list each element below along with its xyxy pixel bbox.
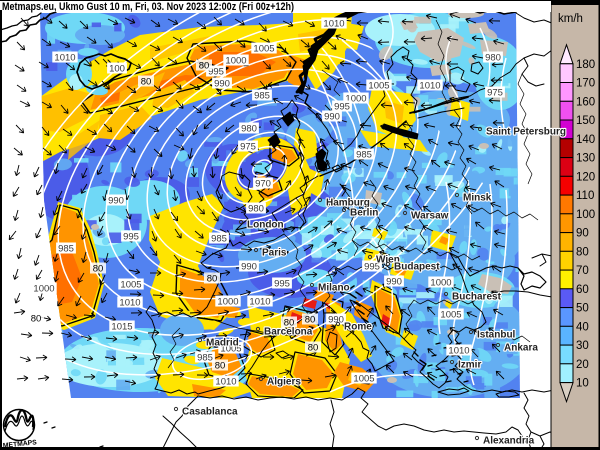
svg-text:180: 180 xyxy=(576,59,595,71)
svg-text:Saint Petersburg: Saint Petersburg xyxy=(486,127,566,138)
svg-text:980: 980 xyxy=(241,124,257,135)
svg-text:Izmir: Izmir xyxy=(458,360,481,371)
svg-text:1010: 1010 xyxy=(54,53,75,64)
svg-text:975: 975 xyxy=(240,142,256,153)
svg-text:London: London xyxy=(247,220,284,231)
svg-text:Milano: Milano xyxy=(318,283,350,294)
svg-text:150: 150 xyxy=(576,115,595,127)
svg-text:990: 990 xyxy=(386,277,402,288)
svg-text:985: 985 xyxy=(254,91,270,102)
svg-text:80: 80 xyxy=(576,246,589,258)
svg-text:Bucharest: Bucharest xyxy=(452,292,502,303)
svg-text:1005: 1005 xyxy=(440,310,461,321)
svg-text:1010: 1010 xyxy=(323,19,344,30)
svg-text:995: 995 xyxy=(364,262,380,273)
svg-text:160: 160 xyxy=(576,96,595,108)
svg-text:Madrid: Madrid xyxy=(206,338,239,349)
svg-text:990: 990 xyxy=(324,112,340,123)
svg-text:990: 990 xyxy=(241,262,257,273)
svg-text:Rome: Rome xyxy=(344,322,372,333)
svg-text:1010: 1010 xyxy=(419,81,440,92)
svg-text:120: 120 xyxy=(576,171,595,183)
svg-text:Minsk: Minsk xyxy=(463,193,492,204)
svg-text:985: 985 xyxy=(197,353,213,364)
svg-text:80: 80 xyxy=(199,61,210,72)
svg-text:Hamburg: Hamburg xyxy=(326,198,370,209)
svg-text:Alexandria: Alexandria xyxy=(483,436,535,447)
svg-text:20: 20 xyxy=(576,359,589,371)
svg-text:980: 980 xyxy=(485,53,501,64)
svg-text:990: 990 xyxy=(328,315,344,326)
svg-text:1010: 1010 xyxy=(249,297,270,308)
svg-text:990: 990 xyxy=(214,79,230,90)
svg-text:995: 995 xyxy=(208,67,224,78)
svg-text:130: 130 xyxy=(576,153,595,165)
svg-text:995: 995 xyxy=(274,279,290,290)
svg-text:985: 985 xyxy=(356,150,372,161)
svg-text:1015: 1015 xyxy=(111,322,132,333)
svg-text:170: 170 xyxy=(576,78,595,90)
svg-text:80: 80 xyxy=(141,77,152,88)
svg-text:1010: 1010 xyxy=(215,377,236,388)
svg-text:80: 80 xyxy=(215,361,226,372)
svg-text:40: 40 xyxy=(576,321,589,333)
svg-text:Wien: Wien xyxy=(376,255,400,266)
svg-text:80: 80 xyxy=(207,274,218,285)
svg-text:1000: 1000 xyxy=(225,56,246,67)
svg-text:990: 990 xyxy=(108,196,124,207)
svg-text:100: 100 xyxy=(576,209,595,221)
svg-text:1005: 1005 xyxy=(253,44,274,55)
svg-text:70: 70 xyxy=(576,265,589,277)
svg-text:Algiers: Algiers xyxy=(267,377,301,388)
svg-text:Metmaps.eu, Ukmo Gust 10 m, Fr: Metmaps.eu, Ukmo Gust 10 m, Fri, 03. Nov… xyxy=(2,1,294,13)
svg-text:60: 60 xyxy=(576,284,589,296)
svg-text:Istanbul: Istanbul xyxy=(477,330,516,341)
svg-text:90: 90 xyxy=(576,228,589,240)
svg-text:80: 80 xyxy=(305,315,316,326)
svg-text:100: 100 xyxy=(109,64,125,75)
svg-text:1000: 1000 xyxy=(33,284,54,295)
svg-text:80: 80 xyxy=(284,318,295,329)
svg-text:Casablanca: Casablanca xyxy=(182,407,238,418)
svg-text:1005: 1005 xyxy=(120,280,141,291)
svg-text:1000: 1000 xyxy=(217,297,238,308)
svg-text:Barcelona: Barcelona xyxy=(264,327,313,338)
svg-text:80: 80 xyxy=(31,314,42,325)
svg-text:985: 985 xyxy=(211,234,227,245)
svg-text:30: 30 xyxy=(576,340,589,352)
svg-text:1000: 1000 xyxy=(430,278,451,289)
svg-text:Paris: Paris xyxy=(262,248,287,259)
svg-text:1005: 1005 xyxy=(220,344,241,355)
svg-text:Warsaw: Warsaw xyxy=(411,211,449,222)
svg-text:Ankara: Ankara xyxy=(504,343,538,354)
svg-text:10: 10 xyxy=(576,378,589,390)
svg-text:980: 980 xyxy=(248,204,264,215)
svg-text:50: 50 xyxy=(576,303,589,315)
svg-text:1000: 1000 xyxy=(345,94,366,105)
svg-text:METMAPS: METMAPS xyxy=(3,439,38,450)
svg-text:1010: 1010 xyxy=(119,298,140,309)
svg-text:80: 80 xyxy=(308,343,319,354)
svg-text:110: 110 xyxy=(576,190,594,202)
svg-text:995: 995 xyxy=(123,232,139,243)
svg-text:140: 140 xyxy=(576,134,595,146)
svg-text:1005: 1005 xyxy=(368,81,389,92)
svg-text:km/h: km/h xyxy=(558,13,583,25)
svg-text:1005: 1005 xyxy=(353,374,374,385)
svg-text:1010: 1010 xyxy=(448,346,469,357)
svg-text:Berlin: Berlin xyxy=(350,208,378,219)
svg-text:975: 975 xyxy=(487,88,503,99)
svg-text:Budapest: Budapest xyxy=(394,262,440,273)
svg-text:80: 80 xyxy=(93,264,104,275)
svg-text:995: 995 xyxy=(334,102,350,113)
svg-text:985: 985 xyxy=(58,244,74,255)
svg-text:970: 970 xyxy=(255,179,271,190)
